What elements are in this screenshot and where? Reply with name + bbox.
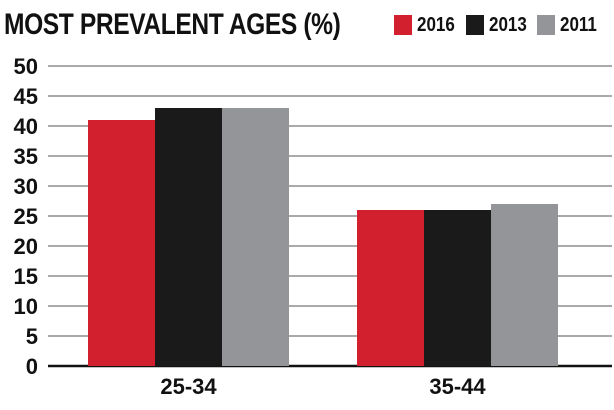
y-tick-label-45: 45: [14, 84, 38, 109]
y-tick-label-5: 5: [26, 324, 38, 349]
bar-2016-25-34: [88, 120, 155, 366]
y-tick-label-15: 15: [14, 264, 38, 289]
legend-label-2016: 2016: [417, 14, 455, 36]
legend-label-2011: 2011: [560, 14, 597, 36]
chart-title: MOST PREVALENT AGES (%): [4, 8, 341, 41]
legend-label-2013: 2013: [489, 14, 527, 36]
y-tick-label-30: 30: [14, 174, 38, 199]
y-tick-label-35: 35: [14, 144, 38, 169]
x-tick-label-35-44: 35-44: [429, 374, 486, 399]
legend-swatch-2011: [537, 15, 555, 35]
y-tick-label-10: 10: [14, 294, 38, 319]
y-tick-label-40: 40: [14, 114, 38, 139]
y-tick-label-0: 0: [26, 354, 38, 379]
y-tick-label-50: 50: [14, 54, 38, 79]
y-tick-label-25: 25: [14, 204, 38, 229]
bar-2016-35-44: [357, 210, 424, 366]
bar-2013-25-34: [155, 108, 222, 366]
bar-2011-35-44: [491, 204, 558, 366]
x-tick-label-25-34: 25-34: [160, 374, 217, 399]
legend-swatch-2013: [466, 15, 484, 35]
y-tick-label-20: 20: [14, 234, 38, 259]
legend-swatch-2016: [394, 15, 412, 35]
bar-2013-35-44: [424, 210, 491, 366]
bar-2011-25-34: [222, 108, 289, 366]
